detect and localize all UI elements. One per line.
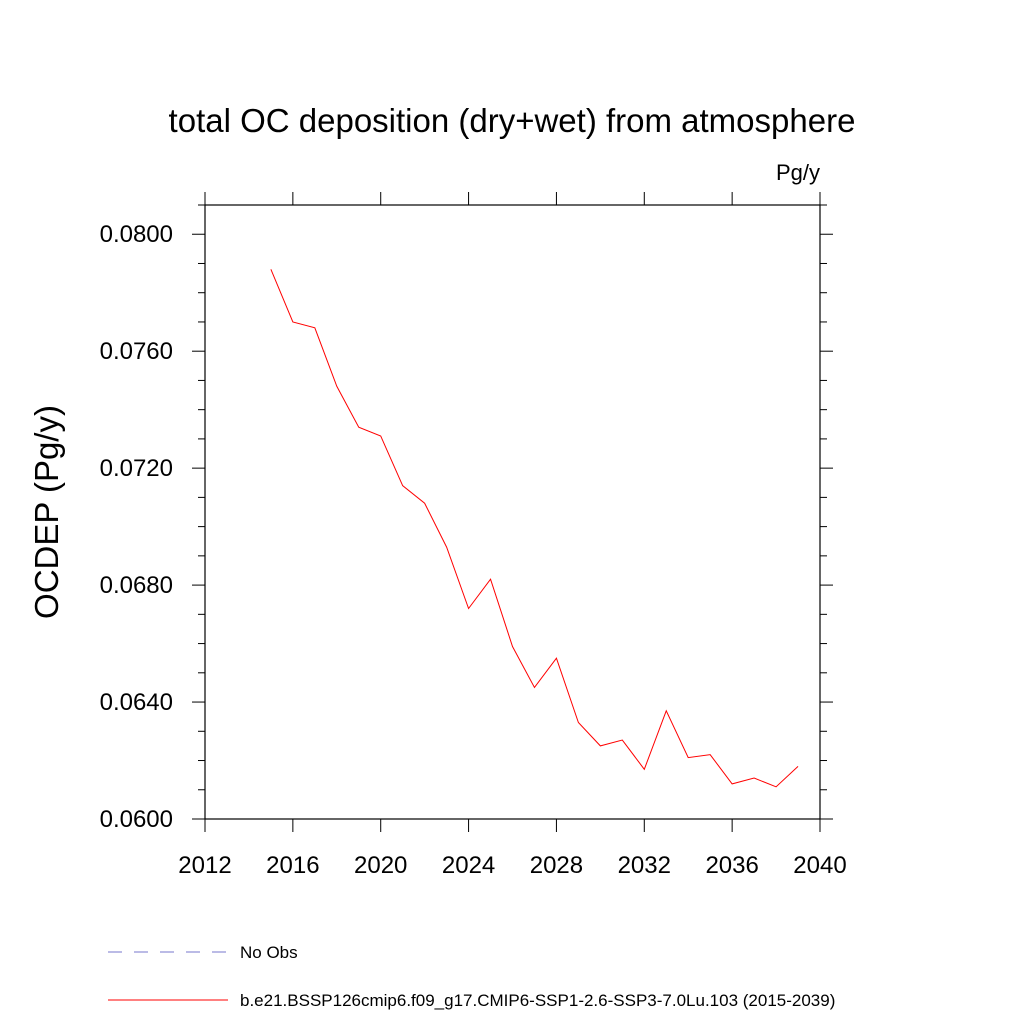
- series-line: [270, 269, 799, 788]
- units-label: Pg/y: [776, 160, 820, 185]
- x-tick-label: 2036: [705, 852, 758, 879]
- y-tick-label: 0.0600: [100, 806, 173, 833]
- series-layer: [270, 269, 799, 788]
- x-tick-label: 2040: [793, 852, 846, 879]
- legend: No Obs b.e21.BSSP126cmip6.f09_g17.CMIP6-S…: [108, 943, 835, 1010]
- legend-label: No Obs: [240, 943, 298, 962]
- x-tick-label: 2016: [266, 852, 319, 879]
- y-tick-label: 0.0720: [100, 455, 173, 482]
- legend-label: b.e21.BSSP126cmip6.f09_g17.CMIP6-SSP1-2.…: [240, 991, 835, 1010]
- x-tick-label: 2012: [178, 852, 231, 879]
- x-tick-label: 2020: [354, 852, 407, 879]
- y-tick-label: 0.0640: [100, 689, 173, 716]
- y-tick-label: 0.0760: [100, 338, 173, 365]
- chart-title: total OC deposition (dry+wet) from atmos…: [169, 102, 856, 139]
- plot-frame: [204, 204, 821, 820]
- y-tick-label: 0.0800: [100, 221, 173, 248]
- tick-labels: 2012 2016 2020 2024 2028 2032 2036 2040 0.0600 0.…: [100, 221, 847, 879]
- y-axis-label: OCDEP (Pg/y): [28, 405, 65, 619]
- x-tick-label: 2028: [530, 852, 583, 879]
- x-tick-label: 2024: [442, 852, 495, 879]
- x-tick-label: 2032: [618, 852, 671, 879]
- axis-ticks: [192, 192, 833, 832]
- y-tick-label: 0.0680: [100, 572, 173, 599]
